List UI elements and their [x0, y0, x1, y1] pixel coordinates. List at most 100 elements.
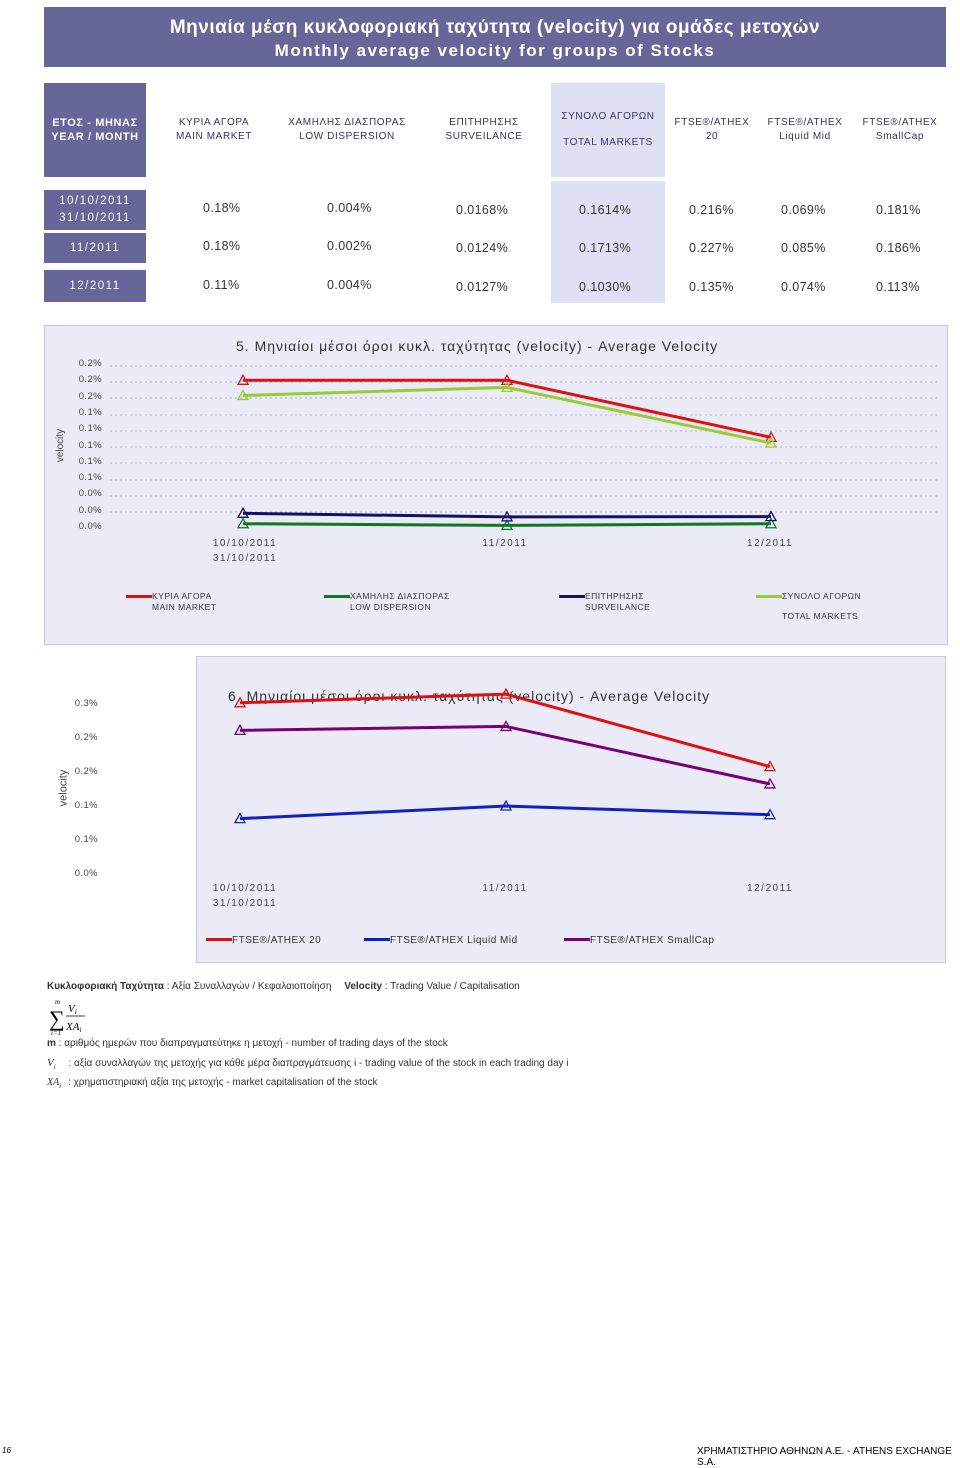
header-low-dispersion: ΧΑΜΗΛΗΣ ΔΙΑΣΠΟΡΑΣ LOW DISPERSION — [272, 83, 422, 177]
row-period-1: 10/10/2011 31/10/2011 — [44, 190, 146, 230]
table-cell: 0.004% — [327, 201, 372, 215]
chart1-title: 5. Μηνιαίοι μέσοι όροι κυκλ. ταχύτητας (… — [236, 338, 719, 354]
ytick-label: 0.1% — [78, 472, 102, 484]
header-label: TOTAL MARKETS — [563, 137, 653, 148]
table-cell: 0.113% — [876, 280, 920, 294]
xa-text: : χρηματιστηριακή αξία της μετοχής - mar… — [67, 1077, 378, 1088]
table-cell: 0.227% — [689, 241, 734, 255]
xa-definition: XAi : χρηματιστηριακή αξία της μετοχής -… — [47, 1077, 378, 1090]
header-year-greek: ΕΤΟΣ - ΜΗΝΑΣ — [52, 117, 138, 129]
definition-en-label-text: Velocity — [344, 981, 383, 992]
data-point-marker — [500, 381, 514, 393]
legend-swatch — [756, 595, 782, 598]
page-number: 16 — [2, 1446, 11, 1455]
period-label: 11/2011 — [69, 241, 121, 254]
header-label: SURVEILANCE — [445, 131, 523, 142]
legend-swatch — [206, 938, 232, 941]
legend-label: FTSE®/ATHEX SmallCap — [590, 935, 715, 946]
definition-en-label: Velocity — [344, 981, 382, 992]
ytick-label: 0.2% — [78, 358, 102, 369]
data-point-marker — [236, 517, 250, 529]
series-line — [242, 522, 772, 527]
table-cell: 0.004% — [327, 278, 372, 292]
table-cell: 0.18% — [203, 201, 241, 215]
legend-label: MAIN MARKET — [152, 602, 217, 612]
ytick-label: 0.2% — [74, 732, 98, 743]
period-label: 12/2011 — [69, 279, 121, 292]
header-ftse-liquid-mid: FTSE®/ATHEX Liquid Mid — [758, 83, 852, 177]
legend-label: FTSE®/ATHEX 20 — [232, 935, 322, 946]
chart1-plot — [110, 365, 940, 531]
ytick-label: 0.2% — [74, 766, 98, 777]
definition-gr-text: : Αξία Συναλλαγών / Κεφαλαιοποίηση — [166, 981, 332, 992]
v-text: : αξία συναλλαγών της μετοχής για κάθε μ… — [68, 1058, 569, 1069]
header-surveilance: ΕΠΙΤΗΡΗΣΗΣ SURVEILANCE — [424, 83, 544, 177]
header-year-english: YEAR / MONTH — [51, 131, 139, 143]
m-text: : αριθμός ημερών που διαπραγματεύτηκε η … — [58, 1038, 448, 1049]
ytick-label: 0.0% — [78, 488, 102, 500]
definition-en-text: : Trading Value / Capitalisation — [384, 981, 520, 992]
page-title-greek: Μηνιαία μέση κυκλοφοριακή ταχύτητα (velo… — [169, 17, 821, 38]
data-point-marker — [499, 687, 513, 699]
ytick-label: 0.1% — [78, 406, 102, 418]
velocity-formula: m ∑ i=1 Vi XAi — [49, 998, 85, 1037]
table-cell: 0.1614% — [579, 203, 632, 217]
chart1-xtick-3: 12/2011 — [747, 538, 793, 549]
legend2-ftse-smallcap: FTSE®/ATHEX SmallCap — [564, 935, 715, 946]
legend-swatch — [559, 595, 585, 598]
ytick-label: 0.0% — [78, 521, 102, 532]
legend1-low-dispersion: ΧΑΜΗΛΗΣ ΔΙΑΣΠΟΡΑΣ LOW DISPERSION — [324, 591, 450, 613]
svg-text:Vi: Vi — [68, 1003, 77, 1016]
series-line — [239, 804, 771, 821]
legend-label: TOTAL MARKETS — [782, 611, 859, 621]
definition-gr-label: Κυκλοφοριακή Ταχύτητα — [47, 981, 164, 992]
series-line — [243, 378, 772, 439]
legend2-ftse-liquid-mid: FTSE®/ATHEX Liquid Mid — [364, 935, 518, 946]
header-ftse-20: FTSE®/ATHEX 20 — [666, 83, 758, 177]
ytick-label: 0.1% — [74, 834, 98, 845]
ytick-label: 0.0% — [78, 504, 102, 516]
svg-text:XAi: XAi — [65, 1021, 81, 1034]
header-ftse-smallcap: FTSE®/ATHEX SmallCap — [852, 83, 948, 177]
table-cell: 0.11% — [203, 278, 240, 292]
table-cell: 0.002% — [327, 239, 372, 253]
header-label: LOW DISPERSION — [299, 131, 395, 142]
header-label: ΣΥΝΟΛΟ ΑΓΟΡΩΝ — [561, 111, 655, 122]
header-label: FTSE®/ATHEX — [674, 117, 750, 128]
table-cell: 0.135% — [689, 280, 734, 294]
legend-label: ΧΑΜΗΛΗΣ ΔΙΑΣΠΟΡΑΣ — [350, 591, 450, 601]
series-line — [242, 385, 772, 445]
data-point-marker — [233, 696, 247, 708]
ytick-label: 0.1% — [78, 423, 102, 435]
footer-company: ΧΡΗΜΑΤΙΣΤΗΡΙΟ ΑΘΗΝΩΝ Α.Ε. - ATHENS EXCHA… — [697, 1446, 952, 1468]
xtick-line: 10/10/2011 — [212, 538, 278, 549]
legend1-main-market: ΚΥΡΙΑ ΑΓΟΡΑ MAIN MARKET — [126, 591, 217, 613]
header-label: Liquid Mid — [779, 131, 831, 142]
legend2-ftse-20: FTSE®/ATHEX 20 — [206, 935, 322, 946]
data-point-marker — [236, 373, 250, 385]
data-point-marker — [764, 431, 778, 443]
ytick-label: 0.0% — [74, 868, 98, 879]
page-title-english: Monthly average velocity for groups of S… — [274, 41, 716, 60]
data-point-marker — [233, 724, 247, 736]
v-symbol: Vi — [47, 1057, 56, 1072]
chart2-xtick-2: 11/2011 — [482, 883, 528, 894]
legend-label: FTSE®/ATHEX Liquid Mid — [390, 935, 518, 946]
ytick-label: 0.1% — [78, 455, 102, 467]
legend-label: SURVEILANCE — [585, 602, 651, 612]
table-cell: 0.216% — [689, 203, 734, 217]
data-point-marker — [763, 777, 777, 789]
data-point-marker — [764, 436, 778, 448]
page-title-box: Μηνιαία μέση κυκλοφοριακή ταχύτητα (velo… — [44, 7, 946, 67]
chart1-xtick-1: 10/10/2011 31/10/2011 — [190, 536, 300, 566]
header-label: FTSE®/ATHEX — [862, 117, 938, 128]
table-cell: 0.0127% — [456, 280, 509, 294]
chart1-xtick-2: 11/2011 — [482, 538, 528, 549]
xa-symbol: XAi — [47, 1077, 62, 1090]
header-label: ΚΥΡΙΑ ΑΓΟΡΑ — [178, 117, 250, 128]
legend-label: ΕΠΙΤΗΡΗΣΗΣ — [585, 591, 644, 601]
data-point-marker — [233, 812, 247, 824]
data-point-marker — [500, 510, 514, 522]
legend1-total-markets: ΣΥΝΟΛΟ ΑΓΟΡΩΝ TOTAL MARKETS — [756, 591, 861, 622]
total-markets-column-bg — [551, 181, 665, 303]
